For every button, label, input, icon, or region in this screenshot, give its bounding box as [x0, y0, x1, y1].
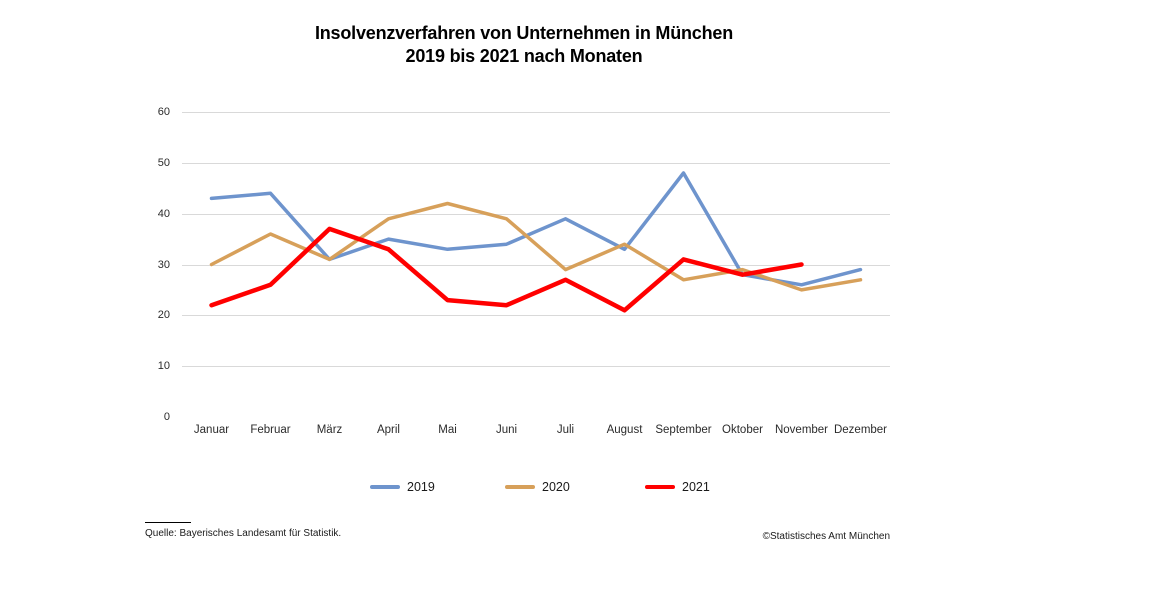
x-tick-label-januar: Januar [193, 424, 230, 436]
legend-item-2021: 2021 [645, 478, 710, 496]
plot-area [182, 112, 890, 367]
legend-swatch-2020 [505, 485, 535, 489]
legend-swatch-2021 [645, 484, 675, 490]
y-tick-label-50: 50 [157, 156, 170, 169]
legend-label-2020: 2020 [542, 480, 570, 494]
y-tick-label-30: 30 [157, 258, 170, 271]
source-text: Quelle: Bayerisches Landesamt für Statis… [145, 528, 342, 539]
x-tick-label-juli: Juli [556, 424, 575, 436]
legend-label-2021: 2021 [682, 480, 710, 494]
legend-item-2020: 2020 [505, 478, 570, 496]
x-tick-label-dezember: Dezember [833, 424, 888, 436]
source-divider-line [145, 522, 191, 523]
legend-swatch-2019 [370, 485, 400, 489]
y-tick-label-60: 60 [157, 106, 170, 118]
y-tick-label-10: 10 [157, 360, 170, 373]
chart-title-line1: Insolvenzverfahren von Unternehmen in Mü… [314, 23, 734, 43]
x-tick-label-märz: März [316, 424, 343, 436]
legend-item-2019: 2019 [370, 478, 435, 496]
legend-label-2019: 2019 [407, 480, 435, 494]
series-line-2021 [209, 226, 804, 313]
x-tick-label-november: November [774, 424, 829, 436]
chart-title-line2: 2019 bis 2021 nach Monaten [405, 46, 643, 66]
x-tick-label-september: September [655, 424, 712, 436]
x-tick-label-mai: Mai [438, 424, 457, 436]
series-line-2019 [209, 171, 863, 287]
y-tick-label-0: 0 [163, 411, 170, 423]
legend: 2019 2020 2021 [0, 478, 1165, 498]
x-tick-label-oktober: Oktober [722, 424, 763, 436]
copyright-text: ©Statistisches Amt München [762, 531, 890, 542]
x-tick-label-august: August [606, 424, 643, 436]
x-tick-label-april: April [376, 424, 400, 436]
y-tick-label-20: 20 [157, 309, 170, 322]
y-tick-label-40: 40 [157, 207, 170, 220]
chart-title: Insolvenzverfahren von Unternehmen in Mü… [0, 22, 1048, 68]
x-tick-label-juni: Juni [495, 424, 518, 436]
x-tick-label-februar: Februar [250, 424, 291, 436]
